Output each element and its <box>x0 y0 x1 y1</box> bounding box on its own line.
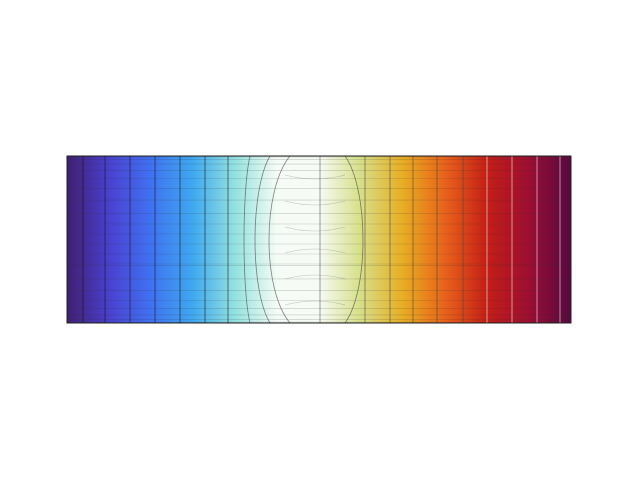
contour <box>284 274 346 280</box>
contour <box>284 174 346 180</box>
contour <box>243 156 251 323</box>
contour <box>284 300 346 306</box>
contour <box>344 156 364 323</box>
color-field <box>67 156 571 323</box>
contour <box>254 156 271 323</box>
contour <box>268 156 291 323</box>
contour <box>284 248 346 254</box>
contour <box>284 200 346 206</box>
mesh <box>67 156 571 323</box>
contour <box>284 226 346 232</box>
frame <box>66 155 572 324</box>
